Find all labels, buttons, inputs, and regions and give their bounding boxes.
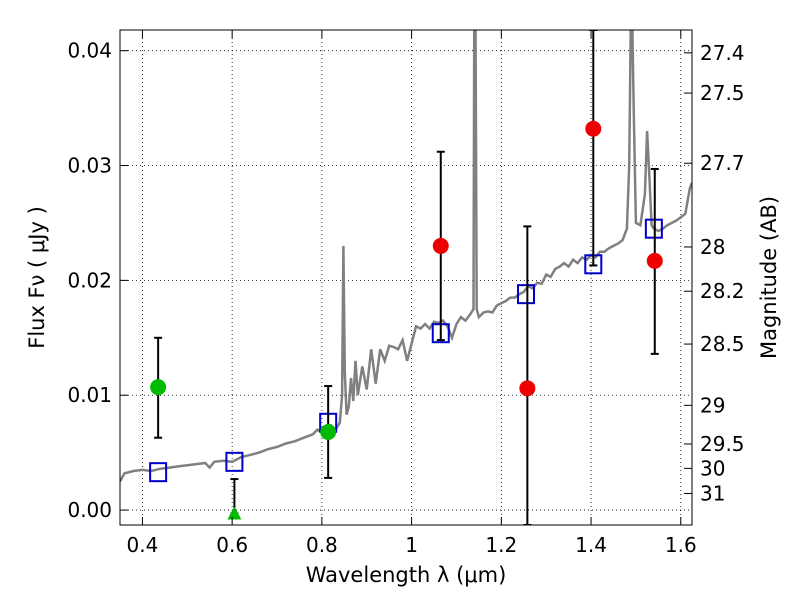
x-tick-label: 0.4 — [127, 533, 159, 557]
y-axis-label: Flux Fν ( μJy ) — [25, 206, 49, 349]
y-tick-label: 0.04 — [67, 39, 112, 63]
grid-layer — [120, 30, 692, 525]
upper-limit-triangle — [227, 506, 242, 520]
y-tick-label: 0.03 — [67, 154, 112, 178]
tick-layer: 0.4 0.6 0.8 1 1.2 1.4 1.6 0.00 0.01 0.02 0.03 0.04 2… — [67, 30, 745, 557]
x-tick-label: 1.4 — [575, 533, 607, 557]
model-photometry-square — [517, 284, 536, 305]
y-tick-label: 0.01 — [67, 383, 112, 407]
right-tick-label: 29 — [700, 393, 725, 417]
observed-point — [519, 380, 536, 397]
x-tick-label: 1.2 — [485, 533, 517, 557]
model-photometry-square — [225, 451, 244, 472]
right-axis-label: Magnitude (AB) — [757, 196, 781, 359]
observed-point — [585, 120, 602, 137]
x-tick-label: 0.6 — [216, 533, 248, 557]
right-tick-label: 27.4 — [700, 41, 745, 65]
right-tick-label: 28.2 — [700, 279, 745, 303]
series-group — [120, 30, 692, 525]
observed-point — [320, 423, 337, 440]
y-tick-label: 0.00 — [67, 498, 112, 522]
model-photometry-square — [149, 462, 168, 483]
right-tick-label: 27.7 — [700, 151, 745, 175]
x-axis-label: Wavelength λ (μm) — [306, 563, 507, 587]
x-tick-label: 1 — [405, 533, 418, 557]
right-tick-label: 28 — [700, 235, 725, 259]
right-tick-label: 27.5 — [700, 81, 745, 105]
plot-frame — [119, 29, 693, 526]
y-tick-label: 0.02 — [67, 268, 112, 292]
observed-point — [646, 252, 663, 269]
right-tick-label: 30 — [700, 456, 725, 480]
x-tick-label: 0.8 — [306, 533, 338, 557]
plot-area — [120, 30, 692, 525]
observed-point — [432, 237, 449, 254]
observed-point — [150, 379, 167, 396]
right-tick-label: 29.5 — [700, 432, 745, 456]
spectrum-line — [120, 30, 692, 483]
right-tick-label: 31 — [700, 481, 725, 505]
right-tick-label: 28.5 — [700, 332, 745, 356]
x-tick-label: 1.6 — [665, 533, 697, 557]
